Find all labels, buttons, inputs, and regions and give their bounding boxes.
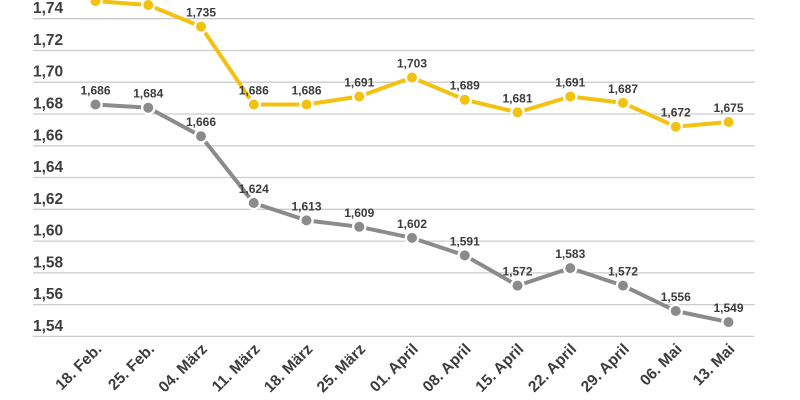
svg-text:1,624: 1,624 bbox=[239, 182, 269, 196]
svg-text:15. April: 15. April bbox=[472, 341, 527, 396]
svg-text:1,60: 1,60 bbox=[33, 223, 63, 240]
svg-text:06. Mai: 06. Mai bbox=[637, 341, 686, 390]
svg-text:1,62: 1,62 bbox=[33, 191, 63, 208]
svg-text:1,549: 1,549 bbox=[713, 301, 743, 315]
svg-text:1,675: 1,675 bbox=[713, 101, 743, 115]
svg-text:1,54: 1,54 bbox=[33, 318, 64, 335]
svg-text:18. März: 18. März bbox=[261, 341, 316, 396]
svg-text:1,56: 1,56 bbox=[33, 286, 64, 303]
svg-text:1,572: 1,572 bbox=[502, 265, 532, 279]
svg-text:1,613: 1,613 bbox=[291, 199, 321, 213]
svg-text:1,703: 1,703 bbox=[397, 57, 427, 71]
svg-text:1,735: 1,735 bbox=[186, 6, 216, 20]
svg-text:1,687: 1,687 bbox=[608, 82, 638, 96]
svg-text:1,686: 1,686 bbox=[291, 84, 321, 98]
svg-text:25. Feb.: 25. Feb. bbox=[105, 341, 158, 394]
svg-text:04. März: 04. März bbox=[156, 341, 211, 396]
svg-text:1,689: 1,689 bbox=[450, 79, 480, 93]
svg-text:08. April: 08. April bbox=[420, 341, 475, 396]
svg-text:25. März: 25. März bbox=[314, 341, 369, 396]
svg-text:1,602: 1,602 bbox=[397, 217, 427, 231]
svg-text:1,583: 1,583 bbox=[555, 247, 585, 261]
svg-text:1,68: 1,68 bbox=[33, 96, 64, 113]
svg-text:1,70: 1,70 bbox=[33, 64, 63, 81]
svg-text:13. Mai: 13. Mai bbox=[690, 341, 739, 390]
svg-text:1,686: 1,686 bbox=[80, 84, 110, 98]
svg-text:22. April: 22. April bbox=[525, 341, 580, 396]
svg-text:1,691: 1,691 bbox=[344, 76, 374, 90]
svg-text:1,686: 1,686 bbox=[239, 84, 269, 98]
svg-text:01. April: 01. April bbox=[367, 341, 422, 396]
svg-text:1,72: 1,72 bbox=[33, 32, 63, 49]
svg-text:11. März: 11. März bbox=[209, 341, 264, 396]
svg-text:1,58: 1,58 bbox=[33, 254, 64, 271]
svg-text:1,556: 1,556 bbox=[661, 290, 691, 304]
svg-text:1,74: 1,74 bbox=[33, 0, 64, 17]
svg-text:18. Feb.: 18. Feb. bbox=[52, 341, 105, 394]
svg-text:1,691: 1,691 bbox=[555, 76, 585, 90]
svg-text:1,64: 1,64 bbox=[33, 159, 64, 176]
svg-text:1,666: 1,666 bbox=[186, 115, 216, 129]
svg-text:1,609: 1,609 bbox=[344, 206, 374, 220]
svg-text:1,672: 1,672 bbox=[661, 106, 691, 120]
svg-text:29. April: 29. April bbox=[578, 341, 633, 396]
svg-text:1,684: 1,684 bbox=[133, 87, 163, 101]
svg-text:1,681: 1,681 bbox=[502, 91, 532, 105]
svg-text:1,591: 1,591 bbox=[450, 234, 480, 248]
svg-text:1,66: 1,66 bbox=[33, 127, 64, 144]
svg-text:1,572: 1,572 bbox=[608, 265, 638, 279]
